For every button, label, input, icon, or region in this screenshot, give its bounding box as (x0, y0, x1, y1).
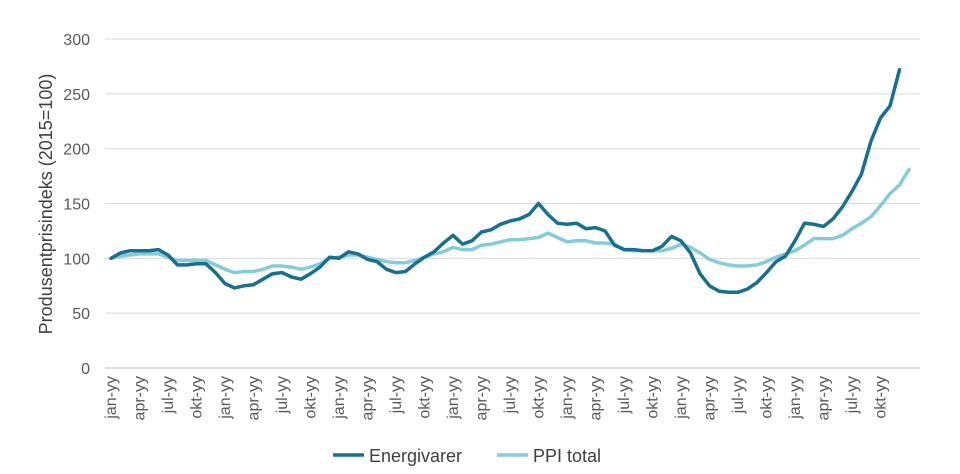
series-lines (109, 67, 911, 295)
x-tick-label: okt-yy (303, 376, 320, 419)
x-tick-label: jul-yy (844, 376, 861, 414)
y-axis-label: Produsentprisindeks (2015=100) (36, 74, 56, 335)
x-tick-label: jul-yy (388, 376, 405, 414)
y-tick-label: 50 (72, 306, 90, 323)
y-tick-label: 200 (63, 142, 90, 159)
x-tick-label: jul-yy (616, 376, 633, 414)
axes: 0 50 100 150 200 250 300 jan-yy apr-yy jul-yy okt-… (63, 32, 920, 420)
legend: Energivarer PPI total (333, 446, 601, 466)
y-tick-label: 300 (63, 32, 90, 49)
x-tick-label: jul-yy (502, 376, 519, 414)
x-tick-label: jan-yy (103, 376, 120, 420)
x-tick-label: apr-yy (588, 376, 605, 420)
y-tick-label: 150 (63, 197, 90, 214)
x-tick-label: okt-yy (417, 376, 434, 419)
x-tick-label: okt-yy (531, 376, 548, 419)
legend-label: PPI total (533, 446, 601, 466)
x-tick-label: apr-yy (360, 376, 377, 420)
x-tick-label: jan-yy (217, 376, 234, 420)
x-tick-label: jan-yy (559, 376, 576, 420)
legend-label: Energivarer (369, 446, 462, 466)
series-line-ppi-total (109, 167, 911, 275)
x-tick-label: jul-yy (730, 376, 747, 414)
x-tick-label: apr-yy (246, 376, 263, 420)
series-line-energivarer (109, 67, 902, 295)
x-tick-label: apr-yy (132, 376, 149, 420)
x-tick-label: jan-yy (445, 376, 462, 420)
x-tick-label: jan-yy (331, 376, 348, 420)
x-tick-label: jan-yy (673, 376, 690, 420)
x-tick-label: jul-yy (274, 376, 291, 414)
y-tick-label: 100 (63, 251, 90, 268)
x-tick-label: okt-yy (873, 376, 890, 419)
x-tick-label: apr-yy (816, 376, 833, 420)
x-tick-label: okt-yy (645, 376, 662, 419)
y-tick-label: 250 (63, 87, 90, 104)
x-tick-label: okt-yy (759, 376, 776, 419)
x-tick-label: apr-yy (702, 376, 719, 420)
y-tick-label: 0 (81, 361, 90, 378)
gridlines (105, 38, 920, 314)
x-tick-label: jan-yy (787, 376, 804, 420)
x-tick-label: okt-yy (189, 376, 206, 419)
x-tick-label: jul-yy (160, 376, 177, 414)
x-tick-label: apr-yy (474, 376, 491, 420)
